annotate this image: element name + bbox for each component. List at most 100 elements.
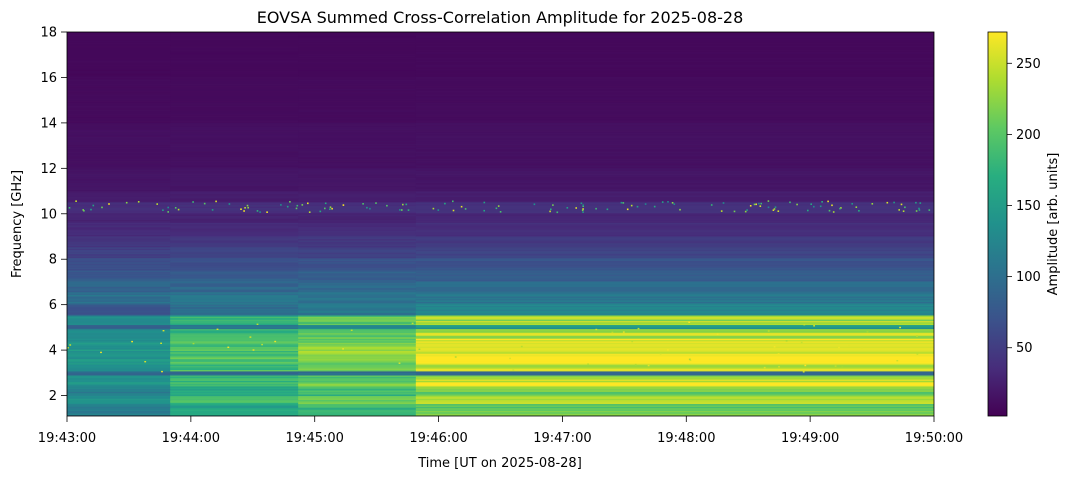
heatmap-cell xyxy=(298,88,417,91)
heatmap-cell xyxy=(298,289,417,291)
heatmap-cell xyxy=(170,330,299,332)
heatmap-cell xyxy=(298,227,417,230)
rfi-speck xyxy=(861,346,863,349)
heatmap-cell xyxy=(415,128,934,131)
heatmap-cell xyxy=(415,245,934,248)
y-tick-label: 10 xyxy=(40,207,57,222)
rfi-speck xyxy=(216,328,219,330)
heatmap-cell xyxy=(298,171,417,174)
rfi-speck xyxy=(483,201,486,204)
heatmap-cell xyxy=(67,289,171,291)
rfi-speck xyxy=(452,209,455,212)
heatmap-cell xyxy=(67,321,171,324)
heatmap-cell xyxy=(298,387,417,390)
heatmap-cell xyxy=(170,276,299,279)
heatmap-cell xyxy=(170,110,299,113)
heatmap-cell xyxy=(170,356,299,358)
heatmap-cell xyxy=(415,71,934,73)
rfi-speck xyxy=(243,210,245,212)
heatmap-cell xyxy=(298,132,417,135)
heatmap-cell xyxy=(170,140,299,143)
heatmap-cell xyxy=(67,331,171,334)
heatmap-cell xyxy=(170,327,299,330)
rfi-speck xyxy=(156,203,158,205)
rfi-speck xyxy=(720,210,723,212)
rfi-speck xyxy=(758,202,760,205)
heatmap-cell xyxy=(298,207,417,210)
heatmap-cell xyxy=(170,249,299,252)
heatmap-cell xyxy=(67,73,171,76)
heatmap-cell xyxy=(170,237,299,240)
heatmap-cell xyxy=(170,242,299,245)
heatmap-cell xyxy=(67,170,171,173)
heatmap-cell xyxy=(298,76,417,79)
rfi-speck xyxy=(803,324,806,326)
heatmap-cell xyxy=(67,204,171,207)
heatmap-cell xyxy=(415,315,934,317)
heatmap-cell xyxy=(298,136,417,139)
heatmap-cell xyxy=(67,387,171,390)
heatmap-cell xyxy=(67,155,171,158)
heatmap-cell xyxy=(415,271,934,274)
heatmap-cell xyxy=(67,323,171,326)
heatmap-cell xyxy=(415,381,934,384)
heatmap-cell xyxy=(170,251,299,253)
heatmap-cell xyxy=(415,264,934,267)
heatmap-bands xyxy=(67,32,934,416)
heatmap-cell xyxy=(67,336,171,339)
heatmap-cell xyxy=(298,133,417,136)
heatmap-cell xyxy=(67,233,171,236)
heatmap-cell xyxy=(170,317,299,320)
heatmap-cell xyxy=(298,411,417,414)
heatmap-cell xyxy=(67,111,171,114)
heatmap-cell xyxy=(415,207,934,210)
heatmap-cell xyxy=(415,180,934,182)
rfi-speck xyxy=(838,346,840,349)
heatmap-cell xyxy=(415,334,934,336)
heatmap-cell xyxy=(67,185,171,188)
rfi-speck xyxy=(331,207,333,210)
heatmap-cell xyxy=(298,86,417,88)
heatmap-cell xyxy=(415,373,934,376)
rfi-speck xyxy=(549,210,551,213)
heatmap-cell xyxy=(298,279,417,282)
heatmap-cell xyxy=(67,249,171,252)
heatmap-cell xyxy=(415,34,934,37)
heatmap-cell xyxy=(298,275,417,278)
heatmap-cell xyxy=(298,208,417,211)
heatmap-cell xyxy=(67,253,171,256)
heatmap-cell xyxy=(170,50,299,53)
heatmap-cell xyxy=(415,92,934,95)
heatmap-cell xyxy=(415,332,934,335)
heatmap-cell xyxy=(415,376,934,379)
rfi-speck xyxy=(760,202,762,205)
heatmap-cell xyxy=(67,236,171,238)
rfi-speck xyxy=(402,203,404,206)
heatmap-cell xyxy=(67,201,171,204)
heatmap-cell xyxy=(415,231,934,234)
colorbar-label: Amplitude [arb. units] xyxy=(1046,153,1061,296)
heatmap-cell xyxy=(298,34,417,37)
heatmap-cell xyxy=(67,90,171,92)
heatmap-cell xyxy=(67,406,171,409)
heatmap-cell xyxy=(170,56,299,58)
colorbar-gradient xyxy=(987,31,1008,417)
y-tick-label: 8 xyxy=(49,253,57,268)
heatmap-cell xyxy=(67,376,171,379)
heatmap-cell xyxy=(298,362,417,365)
heatmap-cell xyxy=(170,92,299,95)
heatmap-cell xyxy=(298,319,417,321)
heatmap-cell xyxy=(298,184,417,186)
heatmap-cell xyxy=(67,161,171,163)
rfi-speck xyxy=(755,203,757,206)
rfi-speck xyxy=(915,210,918,212)
heatmap-cell xyxy=(170,192,299,195)
heatmap-cell xyxy=(415,43,934,46)
heatmap-cell xyxy=(298,381,417,384)
rfi-speck xyxy=(855,206,858,208)
rfi-speck xyxy=(587,363,589,365)
heatmap-cell xyxy=(67,176,171,178)
heatmap-cell xyxy=(67,136,171,139)
heatmap-cell xyxy=(415,90,934,92)
heatmap-cell xyxy=(415,413,934,416)
